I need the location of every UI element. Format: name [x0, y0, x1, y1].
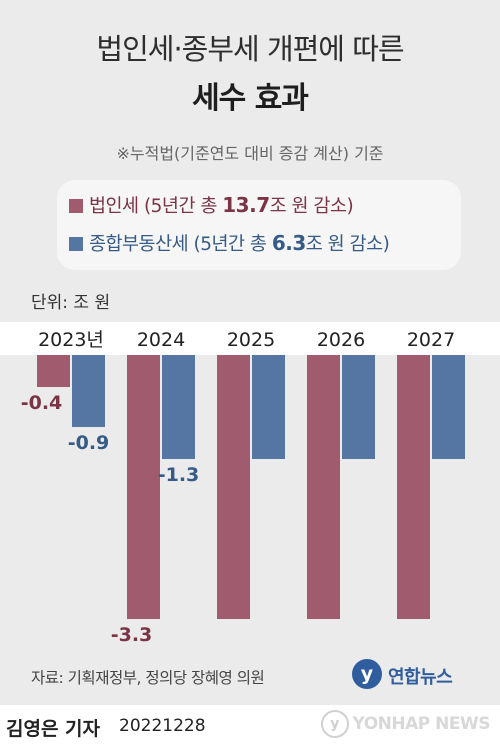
bar-corp: [37, 355, 70, 387]
bar-prop: [342, 355, 375, 459]
publish-date: 20221228: [119, 716, 206, 736]
bar-chart: 2023년 -0.4-0.9 2024 -3.3 -1.3 2025 2026 2027: [0, 322, 500, 646]
unit-label: 단위: 조 원: [31, 293, 111, 313]
legend-prop-prefix: 종합부동산세 (5년간 총: [89, 234, 272, 255]
legend-box: 법인세 (5년간 총 13.7조 원 감소) 종합부동산세 (5년간 총 6.3…: [57, 180, 461, 270]
watermark-text: YONHAP NEWS: [352, 714, 491, 734]
bar-prop: [72, 355, 105, 427]
source-note: 자료: 기획재정부, 정의당 장혜영 의원: [31, 669, 265, 687]
data-label: -1.3: [158, 464, 200, 486]
brand-logo: y 연합뉴스: [352, 659, 472, 693]
methodology-note: ※누적법(기준연도 대비 증감 계산) 기준: [116, 144, 384, 163]
bar-corp: [217, 355, 250, 619]
watermark: y YONHAP NEWS: [320, 710, 491, 740]
legend-corp-value: 13.7: [222, 193, 270, 217]
bar-prop: [432, 355, 465, 459]
bar-corp: [307, 355, 340, 619]
legend-swatch-prop: [69, 237, 83, 251]
chart-title-line2: 세수 효과: [192, 81, 309, 116]
data-label: -3.3: [111, 624, 153, 646]
legend-prop-value: 6.3: [271, 231, 306, 255]
data-label: -0.4: [21, 392, 63, 414]
bar-prop: [252, 355, 285, 459]
chart-title-line1: 법인세·종부세 개편에 따른: [96, 32, 404, 66]
x-tick-label: 2024: [137, 329, 185, 351]
author: 김영은 기자: [6, 718, 101, 740]
brand-name: 연합뉴스: [388, 667, 453, 688]
x-tick-label: 2026: [317, 329, 365, 351]
x-tick-label: 2025: [227, 329, 275, 351]
axis-band: [0, 322, 500, 355]
legend-corp-prefix: 법인세 (5년간 총: [89, 196, 223, 217]
byline-bar: 김영은 기자 20221228: [0, 705, 500, 750]
x-tick-label: 2027: [407, 329, 455, 351]
legend-swatch-corp: [69, 199, 83, 213]
x-tick-label: 2023년: [38, 329, 104, 351]
legend-item-prop: 종합부동산세 (5년간 총 6.3조 원 감소): [69, 230, 390, 256]
legend-corp-suffix: 조 원 감소): [269, 196, 354, 217]
bar-prop: [162, 355, 195, 459]
data-label: -0.9: [68, 432, 110, 454]
bar-corp: [397, 355, 430, 619]
watermark-logo-icon: y: [320, 710, 349, 738]
bar-corp: [127, 355, 160, 619]
yonhap-logo-icon: y: [352, 659, 382, 689]
legend-item-corp: 법인세 (5년간 총 13.7조 원 감소): [69, 192, 354, 218]
legend-prop-suffix: 조 원 감소): [305, 234, 390, 255]
